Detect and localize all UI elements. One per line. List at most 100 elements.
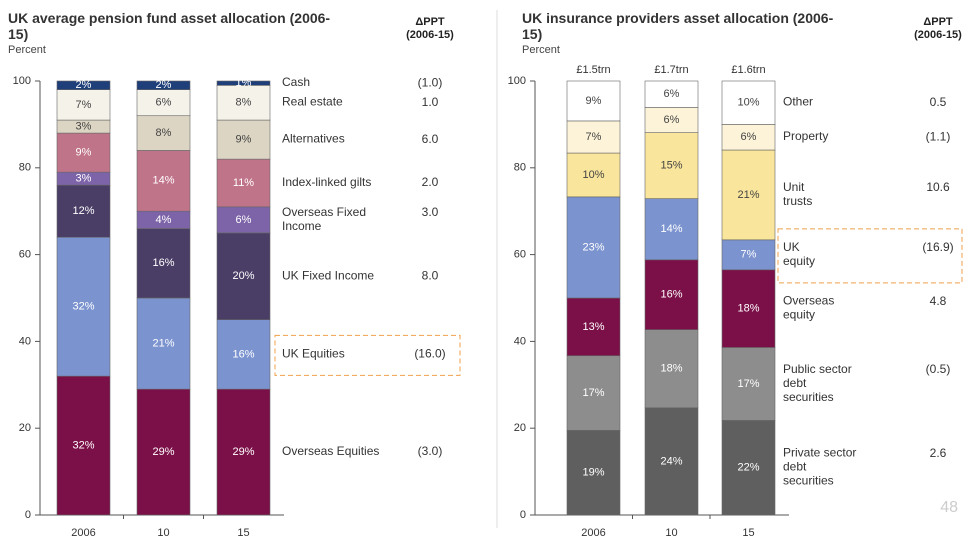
value-label: 29%: [232, 446, 254, 458]
value-label: 32%: [72, 301, 94, 313]
bar-segment: [136, 150, 191, 212]
bar-segment: [566, 120, 621, 154]
bar-segment: [721, 149, 776, 241]
legend-label: Cash: [282, 75, 310, 89]
x-tick-label: 10: [665, 527, 677, 539]
y-tick-label: 100: [508, 75, 526, 87]
y-tick-label: 40: [19, 335, 31, 347]
value-label: 24%: [660, 455, 682, 467]
bar-segment: [216, 119, 271, 160]
value-label: 17%: [737, 378, 759, 390]
legend-label: UK equity: [783, 240, 815, 268]
legend-label: Property: [783, 129, 828, 143]
value-label: 32%: [72, 439, 94, 451]
delta-value: 0.5: [930, 95, 947, 109]
value-label: 6%: [156, 97, 172, 109]
value-label: 2%: [76, 79, 92, 91]
legend-label: Other: [783, 95, 813, 109]
bar-segment: [56, 184, 111, 238]
x-tick-label: 15: [742, 527, 754, 539]
legend-label: Overseas Equities: [282, 444, 379, 458]
value-label: 29%: [152, 446, 174, 458]
x-tick-label: 15: [237, 527, 249, 539]
value-label: 10%: [737, 97, 759, 109]
delta-value: 8.0: [422, 268, 439, 282]
legend-label: Real estate: [282, 95, 343, 109]
legend-label: UK Fixed Income: [282, 268, 374, 282]
bar-segment: [644, 407, 699, 516]
bar-segment: [566, 80, 621, 122]
value-label: 22%: [737, 462, 759, 474]
bar-segment: [721, 347, 776, 421]
highlight-box: [274, 334, 461, 376]
value-label: 8%: [156, 127, 172, 139]
value-label: 9%: [236, 133, 252, 145]
bar-segment: [644, 80, 699, 108]
bar-segment: [721, 269, 776, 348]
bar-segment: [721, 80, 776, 125]
y-tick-label: 60: [19, 249, 31, 261]
chart-title: UK insurance providers asset allocation …: [522, 10, 834, 42]
y-tick-label: 60: [514, 249, 526, 261]
y-tick-label: 0: [520, 509, 526, 521]
bar-segment: [136, 228, 191, 299]
y-tick-label: 20: [514, 422, 526, 434]
x-tick-label: 2006: [71, 527, 95, 539]
bar-segment: [566, 355, 621, 431]
value-label: 16%: [660, 289, 682, 301]
legend-label: Unit trusts: [783, 180, 812, 208]
x-tick-label: 2006: [581, 527, 605, 539]
delta-header: ΔPPT (2006-15): [406, 16, 454, 41]
bar-segment: [136, 80, 191, 90]
delta-header: ΔPPT (2006-15): [914, 16, 962, 41]
value-label: 2%: [156, 79, 172, 91]
value-label: 6%: [236, 214, 252, 226]
bar-segment: [56, 89, 111, 121]
bar-segment: [216, 388, 271, 516]
delta-value: (0.5): [926, 362, 951, 376]
bar-segment: [644, 107, 699, 133]
legend-label: Index-linked gilts: [282, 175, 371, 189]
value-label: 20%: [232, 270, 254, 282]
delta-value: 4.8: [930, 294, 947, 308]
delta-value: 6.0: [422, 132, 439, 146]
bar-segment: [216, 232, 271, 320]
bar-segment: [721, 239, 776, 271]
subtitle: Percent: [522, 44, 560, 56]
value-label: 21%: [737, 189, 759, 201]
y-tick-label: 80: [514, 162, 526, 174]
highlight-box: [777, 228, 963, 284]
value-label: 6%: [741, 131, 757, 143]
delta-value: 2.6: [930, 446, 947, 460]
value-label: 13%: [582, 321, 604, 333]
bar-segment: [136, 115, 191, 151]
value-label: 3%: [76, 173, 92, 185]
value-label: 9%: [76, 147, 92, 159]
bar-segment: [644, 329, 699, 409]
x-tick-label: 10: [157, 527, 169, 539]
bar-segment: [644, 198, 699, 261]
value-label: 18%: [660, 363, 682, 375]
y-tick-label: 0: [25, 509, 31, 521]
value-label: 23%: [582, 241, 604, 253]
y-tick-label: 20: [19, 422, 31, 434]
delta-value: (16.9): [922, 240, 953, 254]
legend-label: Alternatives: [282, 132, 345, 146]
value-label: 11%: [233, 177, 254, 189]
bar-segment: [216, 206, 271, 234]
page-number: 48: [940, 499, 958, 516]
bar-segment: [216, 85, 271, 121]
bar-segment: [721, 124, 776, 151]
value-label: 7%: [586, 131, 602, 143]
legend-label: Private sector debt securities: [783, 446, 856, 488]
subtitle: Percent: [8, 44, 46, 56]
y-tick-label: 40: [514, 335, 526, 347]
value-label: 9%: [586, 95, 602, 107]
value-label: 16%: [232, 348, 254, 360]
value-label: 3%: [76, 120, 92, 132]
bar-segment: [56, 80, 111, 90]
bar-segment: [216, 158, 271, 208]
delta-value: 3.0: [422, 205, 439, 219]
value-label: 6%: [664, 114, 680, 126]
